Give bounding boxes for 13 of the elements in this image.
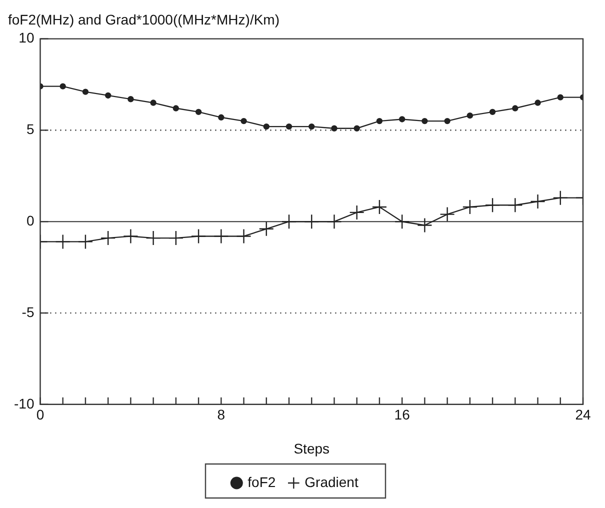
x-axis-title: Steps [294,440,330,456]
y-tick-label: 10 [18,30,34,46]
y-tick-label: 5 [26,121,34,138]
legend-label: Gradient [304,474,358,490]
y-tick-label: -10 [14,395,34,412]
x-tick-label: 8 [217,406,226,423]
x-tick-label: 24 [575,406,591,423]
x-tick-label: 16 [394,406,410,423]
legend-label: foF2 [248,474,276,490]
x-tick-label: 0 [36,406,44,423]
y-tick-label: 0 [26,212,34,228]
y-tick-label: -5 [22,304,34,320]
chart-title: foF2(MHz) and Grad*1000((MHz*MHz)/Km) [8,11,280,28]
